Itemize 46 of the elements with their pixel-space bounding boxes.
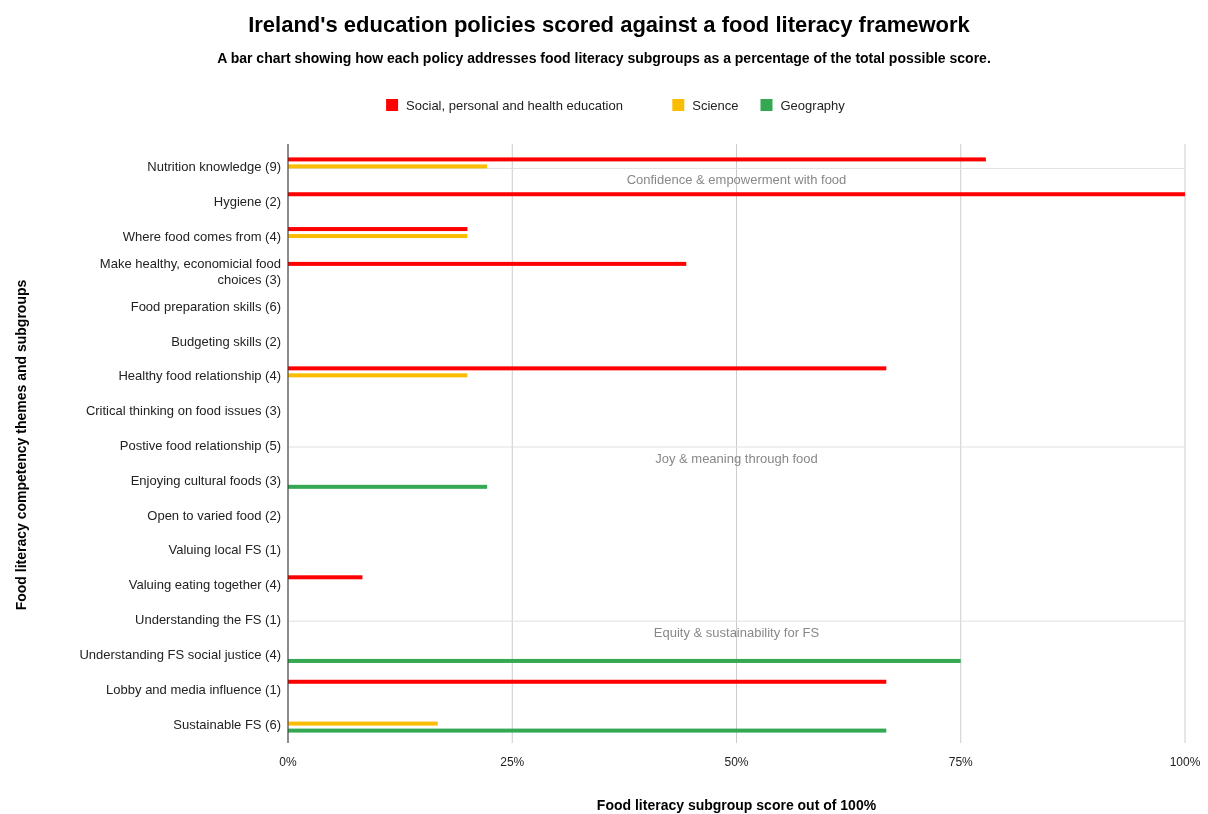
y-axis-title: Food literacy competency themes and subgroups	[13, 279, 29, 611]
y-tick-label: Budgeting skills (2)	[171, 333, 281, 349]
bar	[288, 728, 887, 733]
x-axis-title: Food literacy subgroup score out of 100%	[596, 797, 877, 813]
bar	[288, 227, 468, 232]
bar	[288, 721, 438, 726]
bar	[288, 679, 887, 684]
y-tick-label: Postive food relationship (5)	[119, 438, 281, 453]
bar	[288, 164, 488, 169]
bar	[288, 575, 363, 580]
legend-label: Geography	[780, 97, 846, 113]
x-tick-label: 75%	[948, 755, 974, 769]
ref-line-label: Confidence & empowerment with food	[626, 172, 847, 188]
y-tick-label: Healthy food relationship (4)	[118, 368, 281, 384]
legend-label: Science	[692, 97, 739, 113]
y-tick-label: Critical thinking on food issues (3)	[85, 403, 281, 419]
bar	[288, 658, 961, 663]
y-tick-label: Hygiene (2)	[213, 194, 281, 210]
y-tick-label: Understanding FS social justice (4)	[79, 646, 281, 662]
bar	[288, 234, 468, 239]
bar	[288, 373, 468, 378]
bar	[288, 366, 887, 371]
bar	[288, 484, 488, 489]
x-tick-label: 100%	[1169, 755, 1201, 769]
ref-line-label: Equity & sustainability for FS	[653, 625, 820, 641]
y-tick-label: Understanding the FS (1)	[135, 612, 281, 628]
y-tick-label: Nutrition knowledge (9)	[147, 159, 281, 175]
bar	[288, 192, 1185, 197]
x-tick-label: 25%	[500, 755, 525, 769]
bar	[288, 261, 687, 266]
ref-line-label: Joy & meaning through food	[655, 451, 818, 466]
bar	[288, 157, 986, 162]
legend-label: Social, personal and health education	[406, 97, 623, 113]
x-tick-label: 0%	[279, 755, 297, 769]
y-tick-label: Make healthy, economicial food choices (3)	[99, 255, 281, 287]
y-tick-label: Valuing local FS (1)	[168, 542, 281, 558]
y-tick-label: Valuing eating together (4)	[128, 577, 281, 593]
chart-title: Ireland's education policies scored against a food literacy framework	[248, 12, 971, 37]
y-tick-label: Where food comes from (4)	[122, 229, 281, 245]
y-tick-label: Sustainable FS (6)	[173, 716, 281, 732]
x-tick-label: 50%	[724, 755, 749, 769]
chart-subtitle: A bar chart showing how each policy addresses food literacy subgroups as a percentage of the total possible score.	[217, 50, 991, 66]
y-tick-label: Enjoying cultural foods (3)	[130, 472, 281, 488]
y-tick-label: Open to varied food (2)	[147, 507, 281, 523]
y-tick-label: Lobby and media influence (1)	[106, 681, 281, 697]
y-tick-label: Food preparation skills (6)	[130, 298, 281, 314]
